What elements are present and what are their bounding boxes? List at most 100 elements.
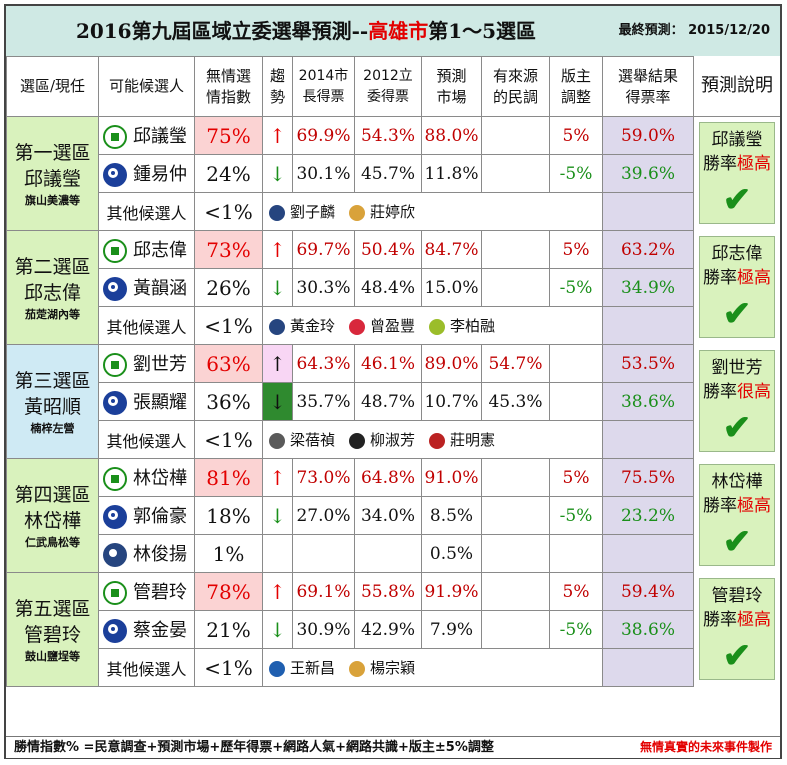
kmt-icon <box>103 277 127 301</box>
legislator-2012-value: 54.3% <box>354 116 422 155</box>
poll-value <box>481 154 550 193</box>
candidate-row: 第三選區 黃昭順 楠梓左營 劉世芳 63% ↑ 64.3% 46.1% 89.0% 54.7% 53… <box>6 344 694 459</box>
dpp-icon <box>103 353 127 377</box>
result-value: 38.6% <box>602 382 694 421</box>
checkmark-icon: ✔ <box>722 522 752 562</box>
district-cell: 第三選區 黃昭順 楠梓左營 <box>6 344 99 459</box>
candidate-name: 林俊揚 <box>133 544 187 565</box>
footer: 勝情指數% =民意調查+預測市場+歷年得票+網路人氣+網路共識+版主±5%調整 … <box>6 736 780 758</box>
candidate-name-cell: 林俊揚 <box>98 534 195 573</box>
candidate-name-cell: 邱志偉 <box>98 230 195 269</box>
red-circle-icon <box>349 318 366 335</box>
mayor-2014-value: 69.9% <box>292 116 355 155</box>
trend-arrow: ↓ <box>262 382 293 421</box>
candidate-name: 劉世芳 <box>133 354 187 375</box>
legislator-2012-value: 48.4% <box>354 268 422 307</box>
kmt-icon <box>103 619 127 643</box>
other-candidate-name: 曾盈豐 <box>370 317 416 335</box>
candidate-header: 可能候選人 <box>98 56 195 117</box>
prediction-box: 劉世芳 勝率很高 ✔ <box>699 350 775 452</box>
kmt-icon <box>103 391 127 415</box>
index-value: 18% <box>194 496 263 535</box>
other-candidate: 黃金玲 <box>269 317 335 335</box>
mayor-2014-value: 30.1% <box>292 154 355 193</box>
candidate-row: 郭倫豪 18% ↓ 27.0% 34.0% 8.5% -5% 23.2% <box>7 496 694 535</box>
index-formula: 勝情指數% =民意調查+預測市場+歷年得票+網路人氣+網路共識+版主±5%調整 <box>14 740 494 755</box>
others-list: 梁蓓禎 柳淑芳 莊明憲 <box>262 420 603 459</box>
poll-value: 45.3% <box>481 382 550 421</box>
trend-arrow: ↑ <box>262 458 293 497</box>
district-cell: 第二選區 邱志偉 茄萣湖內等 <box>6 230 99 345</box>
legislator-2012-header: 2012立 委得票 <box>354 56 422 117</box>
rate-level: 極高 <box>737 496 771 516</box>
market-value: 7.9% <box>421 610 482 649</box>
others-label: 其他候選人 <box>98 420 195 459</box>
dpp-icon <box>103 125 127 149</box>
candidate-row: 第五選區 管碧玲 鼓山鹽埕等 管碧玲 78% ↑ 69.1% 55.8% 91.9% 5% 59.4… <box>6 572 694 687</box>
other-candidate: 曾盈豐 <box>349 317 415 335</box>
adjust-value: 5% <box>549 458 603 497</box>
other-candidate: 王新昌 <box>269 659 335 677</box>
other-candidate: 莊婷欣 <box>349 203 415 221</box>
result-value <box>602 534 694 573</box>
red-seal-icon <box>429 432 446 449</box>
result-value <box>602 420 694 459</box>
market-header: 預測 市場 <box>421 56 482 117</box>
other-candidates-row: 其他候選人 <1% 梁蓓禎 柳淑芳 莊明憲 <box>7 420 694 459</box>
trend-arrow: ↑ <box>262 572 293 611</box>
others-list: 黃金玲 曾盈豐 李柏融 <box>262 306 603 345</box>
incumbent-name: 黃昭順 <box>23 395 81 418</box>
district-name: 第二選區 <box>14 255 91 278</box>
rate-level: 極高 <box>737 610 771 630</box>
candidate-name-cell: 鍾易仲 <box>98 154 195 193</box>
adjust-value: -5% <box>549 268 603 307</box>
others-index: <1% <box>194 420 263 459</box>
mkt-icon <box>269 318 285 335</box>
candidate-name-cell: 張顯耀 <box>98 382 195 421</box>
district-area: 楠梓左營 <box>30 421 75 435</box>
incumbent-name: 管碧玲 <box>23 623 81 646</box>
market-value: 11.8% <box>421 154 482 193</box>
kmt-icon <box>103 163 127 187</box>
trend-arrow: ↑ <box>262 230 293 269</box>
mayor-2014-value: 64.3% <box>292 344 355 383</box>
mayor-2014-value <box>292 534 355 573</box>
adjust-value: 5% <box>549 230 603 269</box>
others-index: <1% <box>194 192 263 231</box>
trend-arrow: ↑ <box>262 116 293 155</box>
result-value: 75.5% <box>602 458 694 497</box>
adjust-value <box>549 344 603 383</box>
adjust-value: -5% <box>549 154 603 193</box>
candidate-name: 蔡金晏 <box>133 620 187 641</box>
bird-icon <box>349 660 366 677</box>
poll-header: 有來源 的民調 <box>481 56 550 117</box>
result-value: 59.4% <box>602 572 694 611</box>
rate-level: 極高 <box>737 154 771 174</box>
poll-value <box>481 230 550 269</box>
district-name: 第五選區 <box>14 597 91 620</box>
credit-text: 無情真實的未來事件製作 <box>639 740 772 754</box>
candidate-name: 鍾易仲 <box>133 164 187 185</box>
other-candidates-row: 其他候選人 <1% 劉子麟 莊婷欣 <box>7 192 694 231</box>
other-candidate-name: 柳淑芳 <box>370 431 416 449</box>
adjust-header: 版主 調整 <box>549 56 603 117</box>
legislator-2012-value: 34.0% <box>354 496 422 535</box>
prediction-rate: 勝率很高 <box>700 380 774 404</box>
header-row: 選區/現任 可能候選人 無情選 情指數趨 勢 2014市 長得票 2012立 委得票 預測… <box>6 56 694 117</box>
green-party-icon <box>269 432 285 449</box>
candidate-name-cell: 蔡金晏 <box>98 610 195 649</box>
other-candidate-name: 王新昌 <box>290 659 336 677</box>
mayor-2014-value: 69.1% <box>292 572 355 611</box>
index-value: 63% <box>194 344 263 383</box>
result-header: 選舉結果 得票率 <box>602 56 694 117</box>
legislator-2012-value: 55.8% <box>354 572 422 611</box>
index-value: 81% <box>194 458 263 497</box>
trend-arrow: ↑ <box>262 344 293 383</box>
other-candidate-name: 李柏融 <box>450 317 496 335</box>
others-index: <1% <box>194 648 263 687</box>
candidate-name: 邱志偉 <box>133 240 187 261</box>
incumbent-name: 邱議瑩 <box>23 167 81 190</box>
bird-icon <box>349 204 366 221</box>
poll-value <box>481 610 550 649</box>
candidate-row: 第一選區 邱議瑩 旗山美濃等 邱議瑩 75% ↑ 69.9% 54.3% 88.0% 5% 59.0… <box>6 116 694 231</box>
